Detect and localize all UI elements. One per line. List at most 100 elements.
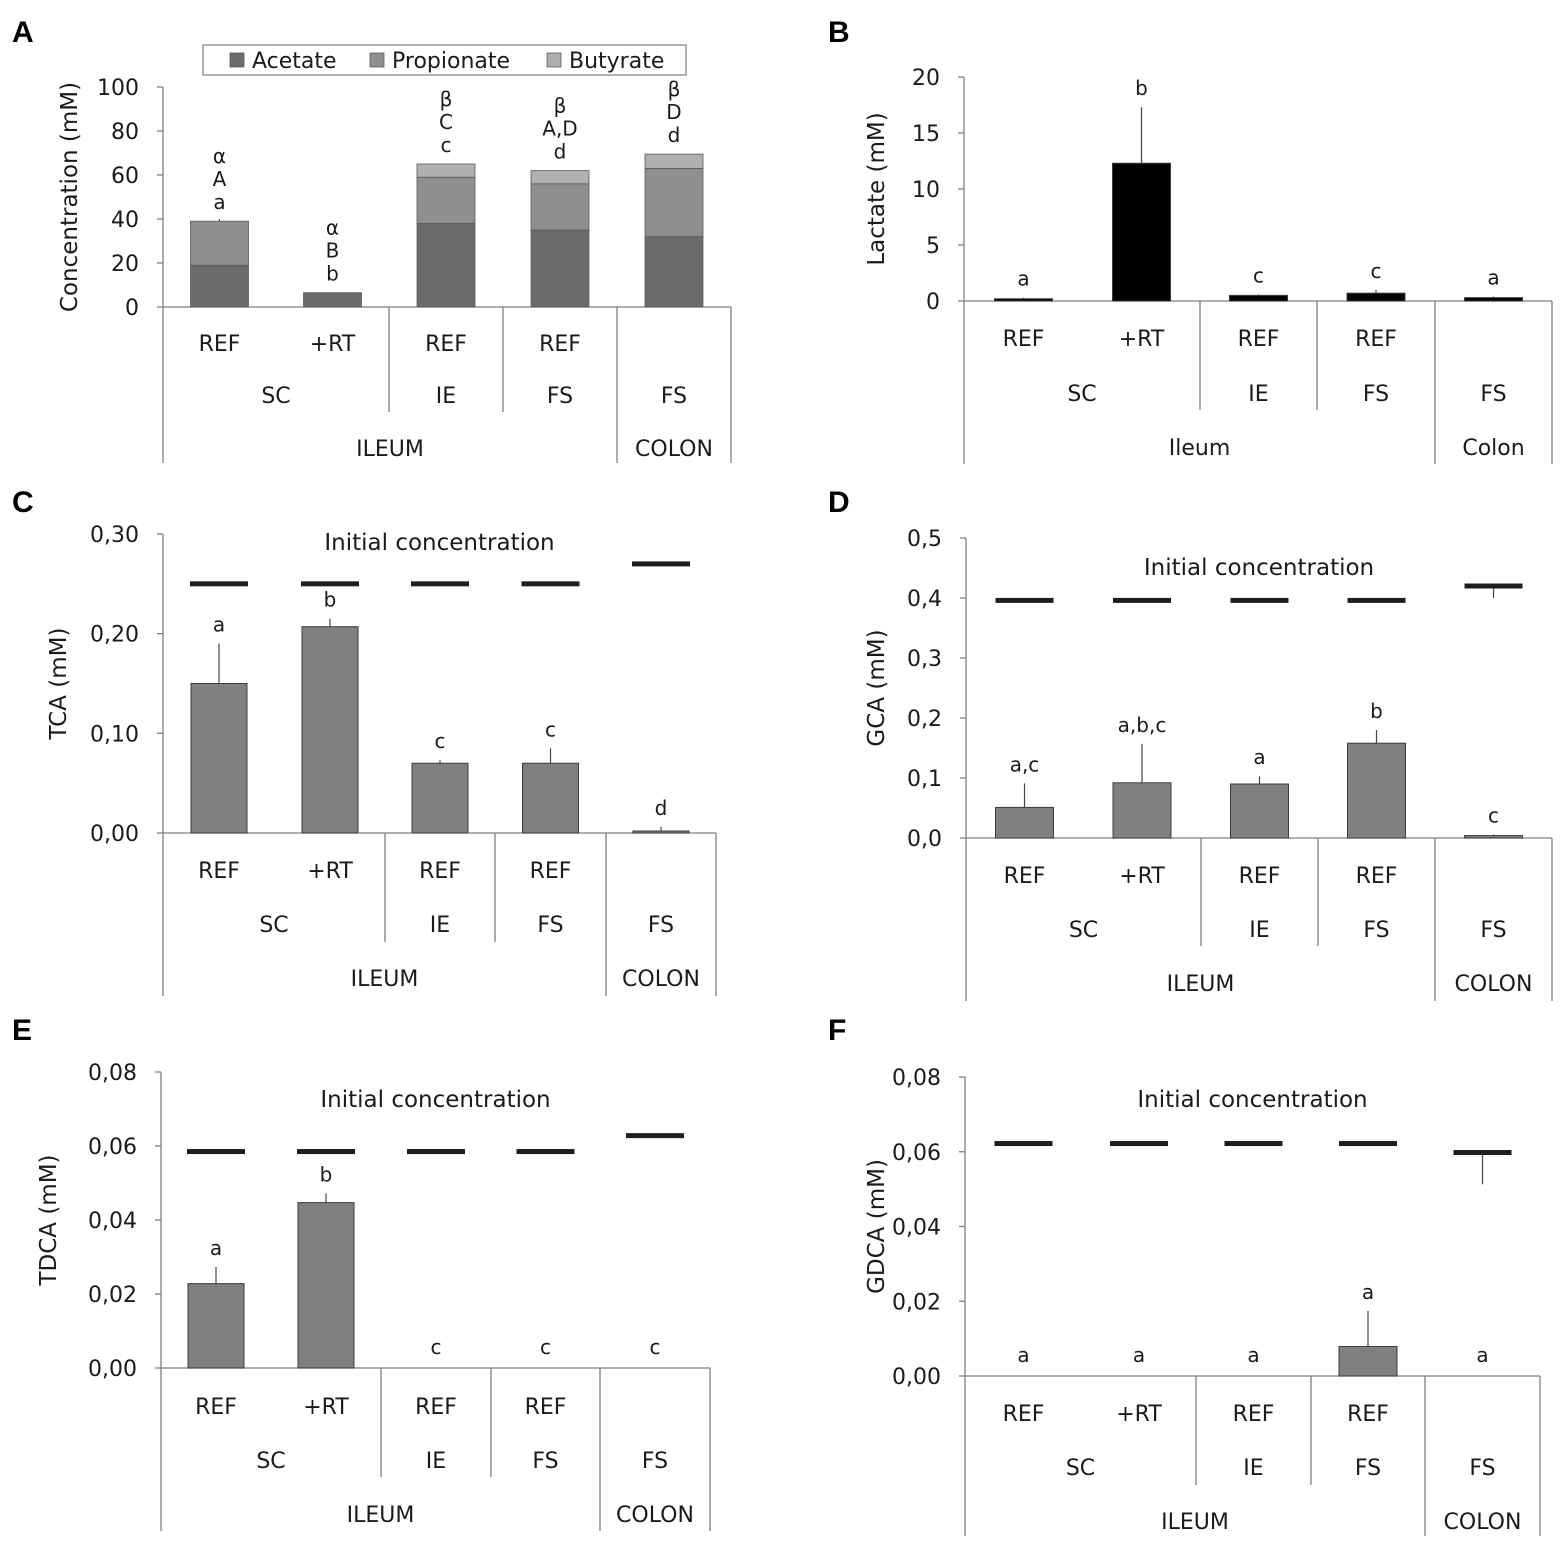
significance-label: a,b,c <box>1118 713 1167 737</box>
y-tick-label: 0,4 <box>907 587 942 612</box>
bar-segment-acetate <box>190 264 249 308</box>
y-tick-label: 0,08 <box>892 1066 941 1091</box>
significance-label: a <box>213 190 225 214</box>
group-label: FS <box>1363 918 1389 943</box>
bar <box>1230 783 1289 839</box>
panel-f: F 0,00 0,02 0,04 0,06 0,08 GDCA (mM) REF +RT REF R… <box>828 1014 1541 1536</box>
group-label: IE <box>1248 382 1268 407</box>
significance-label: c <box>1371 259 1382 283</box>
initial-concentration-label: Initial concentration <box>324 530 554 556</box>
y-tick-label: 0 <box>926 290 940 315</box>
group-label: IE <box>1249 918 1269 943</box>
significance-label: α <box>326 216 339 240</box>
y-tick-label: 0,06 <box>892 1141 941 1166</box>
initial-concentration-marker <box>297 1149 355 1155</box>
group-label: FS <box>642 1449 668 1474</box>
initial-concentration-marker <box>407 1149 465 1155</box>
significance-label: c <box>1253 263 1264 287</box>
significance-label: c <box>545 717 556 741</box>
group-label: FS <box>532 1449 558 1474</box>
significance-label: β <box>554 94 567 118</box>
group-label: SC <box>261 384 290 409</box>
region-label: COLON <box>622 967 700 992</box>
group-label: SC <box>1066 1456 1095 1481</box>
bar <box>187 1283 245 1369</box>
group-label: SC <box>1069 918 1098 943</box>
significance-label: a <box>210 1236 222 1260</box>
bar-segment-butyrate <box>644 153 704 169</box>
significance-label: A <box>213 167 227 191</box>
bar-segment-butyrate <box>416 163 476 178</box>
category-label: REF <box>415 1395 457 1420</box>
significance-label: d <box>554 140 567 164</box>
significance-label: c <box>1488 803 1499 827</box>
bar <box>1346 292 1406 302</box>
significance-label: a <box>1017 1343 1029 1367</box>
group-label: SC <box>1067 382 1096 407</box>
category-label: REF <box>1003 327 1045 352</box>
initial-concentration-marker <box>994 1141 1053 1147</box>
region-label: ILEUM <box>347 1503 415 1528</box>
category-label: +RT <box>1116 1402 1162 1427</box>
bar-segment-acetate <box>530 229 590 308</box>
bar-segment-propionate <box>416 176 476 224</box>
initial-concentration-marker <box>1339 1141 1397 1147</box>
category-label: REF <box>1356 864 1398 889</box>
group-label: FS <box>1363 382 1389 407</box>
bar-segment-propionate <box>190 220 249 266</box>
initial-concentration-marker <box>190 581 248 587</box>
y-tick-label: 0,00 <box>90 822 139 847</box>
bar <box>994 298 1053 302</box>
y-tick-label: 100 <box>97 76 139 101</box>
category-label: REF <box>525 1395 567 1420</box>
group-label: FS <box>1480 918 1506 943</box>
panel-label: E <box>12 1014 32 1047</box>
bar-segment-butyrate <box>530 170 590 185</box>
initial-concentration-marker <box>1224 1141 1283 1147</box>
bar <box>1112 782 1172 839</box>
y-tick-label: 0,30 <box>90 523 139 548</box>
y-tick-label: 10 <box>912 178 940 203</box>
bar-segment-acetate <box>416 222 476 308</box>
panel-a: A 0 20 40 60 80 100 Concentration (mM) REF +RT REF… <box>12 16 732 463</box>
significance-label: a <box>1362 1280 1374 1304</box>
significance-label: c <box>435 729 446 753</box>
category-label: REF <box>1233 1402 1275 1427</box>
region-label: COLON <box>616 1503 694 1528</box>
significance-label: a <box>1017 267 1029 291</box>
initial-concentration-marker <box>1110 1141 1168 1147</box>
group-label: IE <box>1243 1456 1263 1481</box>
group-label: IE <box>430 913 450 938</box>
region-label: COLON <box>635 437 713 462</box>
category-label: REF <box>199 332 241 357</box>
legend-label: Propionate <box>392 49 510 74</box>
significance-label: a <box>1487 266 1499 290</box>
initial-concentration-marker <box>187 1149 245 1155</box>
y-tick-label: 0,02 <box>892 1290 941 1315</box>
y-tick-label: 60 <box>111 164 139 189</box>
category-label: +RT <box>307 859 353 884</box>
legend-label: Butyrate <box>569 49 664 74</box>
group-label: FS <box>648 913 674 938</box>
y-tick-label: 0,00 <box>892 1365 941 1390</box>
y-tick-label: 0,04 <box>88 1209 137 1234</box>
bar-segment-acetate <box>303 293 362 308</box>
y-tick-label: 0,1 <box>907 767 942 792</box>
significance-label: b <box>326 262 339 286</box>
group-label: FS <box>661 384 687 409</box>
y-tick-label: 0,06 <box>88 1135 137 1160</box>
significance-label: a <box>1476 1343 1488 1367</box>
y-axis-title: Lactate (mM) <box>864 112 890 265</box>
region-label: ILEUM <box>1161 1510 1229 1535</box>
initial-concentration-marker <box>1230 597 1289 603</box>
significance-label: β <box>668 77 681 101</box>
initial-concentration-marker <box>995 597 1054 603</box>
y-axis-title: TCA (mM) <box>46 627 72 740</box>
significance-label: α <box>213 144 226 168</box>
y-axis-title: GDCA (mM) <box>864 1159 890 1294</box>
group-label: FS <box>1480 382 1506 407</box>
category-label: REF <box>1239 864 1281 889</box>
y-tick-label: 0,20 <box>90 623 139 648</box>
region-label: ILEUM <box>356 437 424 462</box>
